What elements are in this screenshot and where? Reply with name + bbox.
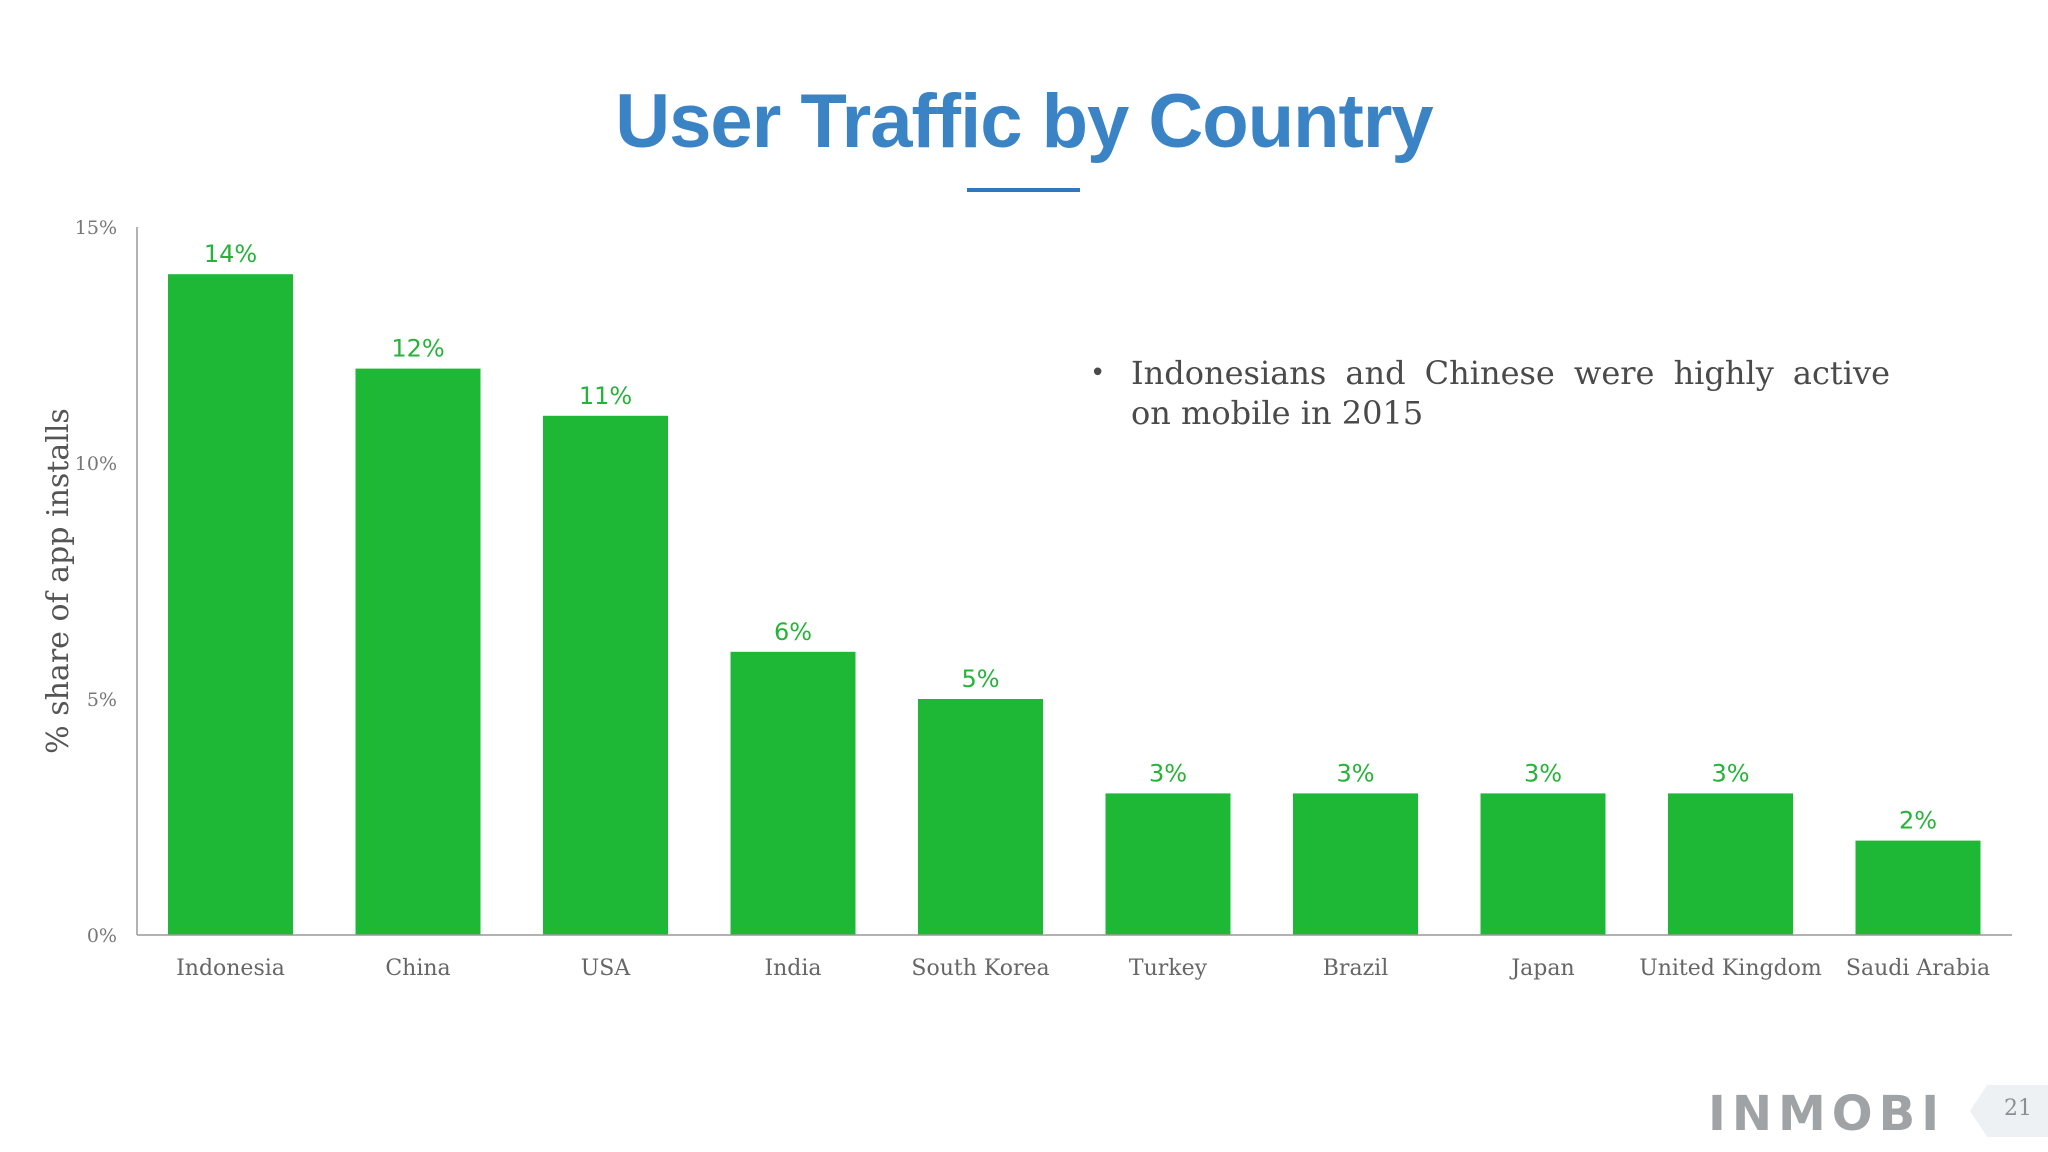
bar <box>918 699 1043 935</box>
data-labels-group: 14% 12% 11% 6% 5% 3% 3% 3% 3% 2% <box>204 240 1937 834</box>
inmobi-logo: INMOBI <box>1708 1086 1946 1142</box>
y-tick-label: 0% <box>87 925 117 947</box>
category-label: India <box>764 956 821 981</box>
bar <box>543 415 668 935</box>
bullet-dot: • <box>1090 358 1106 388</box>
page-number-tab <box>1970 1085 2048 1137</box>
bars-group <box>168 274 1981 936</box>
data-label: 6% <box>774 618 812 646</box>
y-tick-label: 15% <box>75 217 117 239</box>
category-label: Indonesia <box>176 956 285 981</box>
category-label: Brazil <box>1323 956 1388 981</box>
y-tick-labels-group: 0% 5% 10% 15% <box>75 217 117 947</box>
bar <box>355 368 481 936</box>
bar <box>1668 793 1793 935</box>
page-number: 21 <box>2004 1096 2032 1121</box>
data-label: 3% <box>1149 759 1187 787</box>
category-label: Turkey <box>1129 956 1208 981</box>
data-label: 3% <box>1336 759 1374 787</box>
bar <box>1105 793 1231 935</box>
title-underline <box>967 188 1080 192</box>
data-label: 3% <box>1524 759 1562 787</box>
y-tick-label: 10% <box>75 453 117 475</box>
bar <box>730 651 856 935</box>
bullet-note: • Indonesians and Chinese were highly ac… <box>1090 353 1890 433</box>
bar <box>168 274 293 935</box>
data-label: 14% <box>204 240 257 268</box>
y-axis-title: % share of app installs <box>41 408 76 754</box>
category-label: China <box>385 956 450 981</box>
slide-title: User Traffic by Country <box>615 79 1433 164</box>
bar <box>1293 793 1418 935</box>
data-label: 12% <box>391 335 444 363</box>
category-labels-group: Indonesia China USA India South Korea Turkey B… <box>176 956 1990 981</box>
category-label: United Kingdom <box>1639 956 1822 981</box>
category-label: Japan <box>1509 956 1574 981</box>
bullet-text: Indonesians and Chinese were highly acti… <box>1131 354 1890 432</box>
category-label: USA <box>581 956 632 981</box>
data-label: 11% <box>579 382 632 410</box>
data-label: 5% <box>961 665 999 693</box>
y-tick-label: 5% <box>87 689 117 711</box>
data-label: 2% <box>1899 807 1937 835</box>
category-label: Saudi Arabia <box>1846 956 1990 981</box>
bar <box>1480 793 1606 935</box>
data-label: 3% <box>1711 759 1749 787</box>
bar <box>1855 840 1981 935</box>
category-label: South Korea <box>911 956 1049 981</box>
